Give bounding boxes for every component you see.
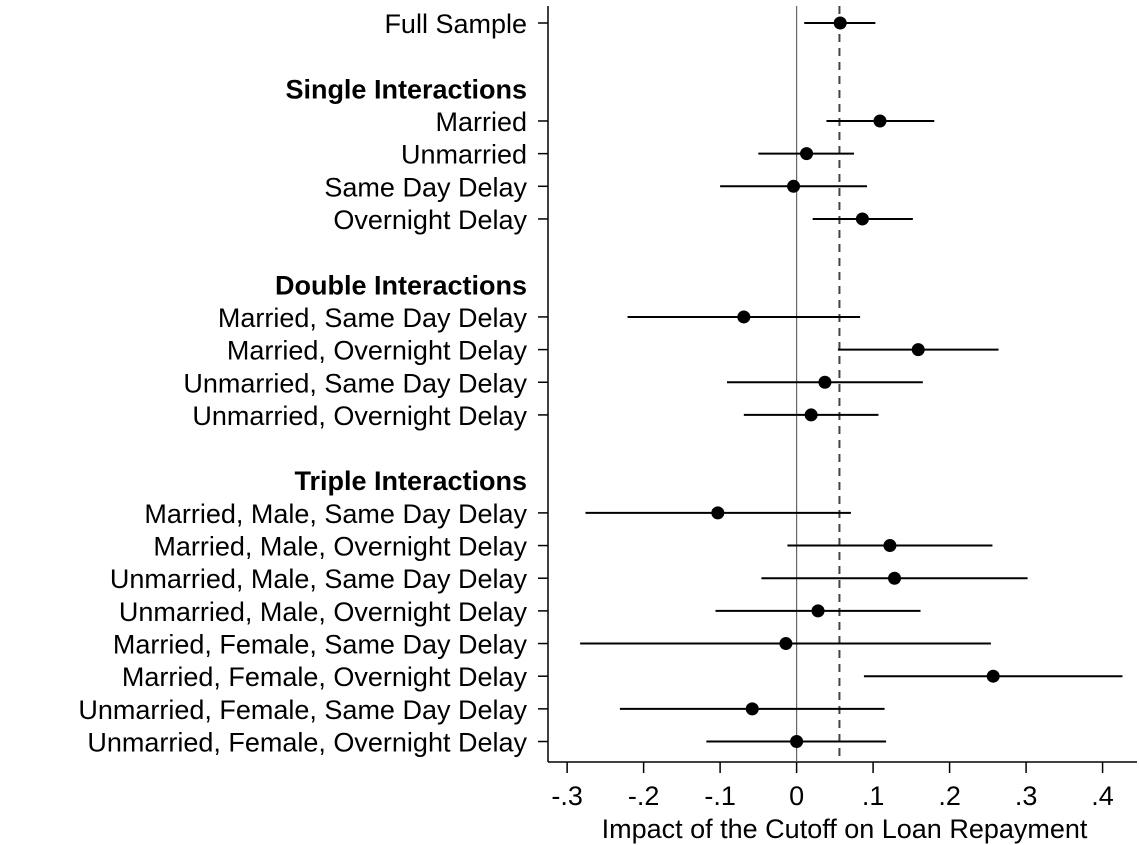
point-estimate-unmarried [800, 147, 814, 161]
group-header-single-interactions: Single Interactions [285, 74, 527, 104]
point-estimates [711, 16, 1000, 749]
point-estimate-same-day-delay [787, 179, 801, 193]
point-estimate-unmarried-female-same-day-delay [745, 702, 759, 716]
row-label-overnight-delay: Overnight Delay [333, 205, 527, 235]
row-label-unmarried-female-same-day-delay: Unmarried, Female, Same Day Delay [78, 695, 527, 725]
row-label-unmarried-same-day-delay: Unmarried, Same Day Delay [183, 368, 527, 398]
row-label-married-female-same-day-delay: Married, Female, Same Day Delay [113, 630, 528, 660]
row-label-unmarried-male-same-day-delay: Unmarried, Male, Same Day Delay [110, 564, 528, 594]
point-estimate-full-sample [833, 16, 847, 30]
point-estimate-unmarried-same-day-delay [818, 375, 832, 389]
row-label-unmarried: Unmarried [401, 140, 527, 170]
x-tick-label: -.1 [704, 781, 736, 811]
row-label-married: Married [435, 107, 527, 137]
x-tick-label: 0 [789, 781, 804, 811]
point-estimate-married-overnight-delay [911, 343, 925, 357]
y-axis-ticks [538, 22, 548, 743]
confidence-intervals [580, 22, 1123, 743]
point-estimate-unmarried-male-same-day-delay [888, 571, 902, 585]
reference-lines [796, 6, 841, 762]
point-estimate-married-female-same-day-delay [779, 637, 793, 651]
row-label-unmarried-male-overnight-delay: Unmarried, Male, Overnight Delay [119, 597, 528, 627]
x-tick-label: -.2 [628, 781, 660, 811]
x-tick-label: .3 [1015, 781, 1038, 811]
x-axis-title: Impact of the Cutoff on Loan Repayment [602, 814, 1088, 844]
point-estimate-unmarried-male-overnight-delay [811, 604, 825, 618]
row-label-married-female-overnight-delay: Married, Female, Overnight Delay [122, 662, 528, 692]
point-estimate-unmarried-overnight-delay [804, 408, 818, 422]
point-estimate-unmarried-female-overnight-delay [790, 735, 804, 749]
row-label-full-sample: Full Sample [384, 9, 527, 39]
x-tick-label: .1 [862, 781, 885, 811]
point-estimate-married-female-overnight-delay [986, 669, 1000, 683]
x-tick-label: .2 [938, 781, 961, 811]
point-estimate-married-male-same-day-delay [711, 506, 725, 520]
x-axis-ticks: -.3 -.2 -.1 0 .1 .2 .3 .4 [551, 762, 1114, 811]
group-header-triple-interactions: Triple Interactions [294, 466, 527, 496]
row-label-unmarried-overnight-delay: Unmarried, Overnight Delay [192, 401, 527, 431]
x-tick-label: .4 [1091, 781, 1114, 811]
row-label-married-male-same-day-delay: Married, Male, Same Day Delay [144, 499, 527, 529]
row-label-married-overnight-delay: Married, Overnight Delay [227, 336, 528, 366]
x-tick-label: -.3 [551, 781, 583, 811]
group-header-double-interactions: Double Interactions [275, 270, 527, 300]
row-label-unmarried-female-overnight-delay: Unmarried, Female, Overnight Delay [87, 728, 527, 758]
point-estimate-married-male-overnight-delay [883, 539, 897, 553]
point-estimate-married-same-day-delay [737, 310, 751, 324]
point-estimate-overnight-delay [855, 212, 869, 226]
row-label-married-male-overnight-delay: Married, Male, Overnight Delay [153, 532, 527, 562]
row-label-married-same-day-delay: Married, Same Day Delay [218, 303, 528, 333]
point-estimate-married [873, 114, 887, 128]
row-label-same-day-delay: Same Day Delay [324, 172, 527, 202]
